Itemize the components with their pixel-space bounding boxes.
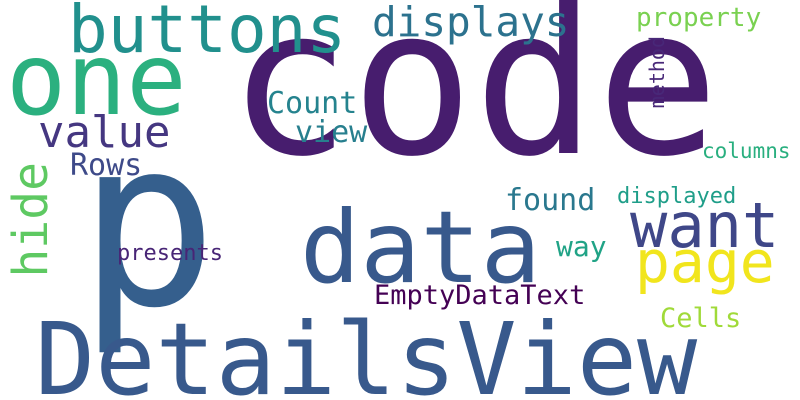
word-data: data xyxy=(300,189,541,306)
word-rows: Rows xyxy=(70,148,143,183)
word-emptydatatext: EmptyDataText xyxy=(374,280,586,311)
word-property: property xyxy=(636,3,762,33)
word-p: p xyxy=(78,89,218,359)
word-count: Count xyxy=(267,86,358,121)
word-hide: hide xyxy=(3,162,59,278)
word-buttons: buttons xyxy=(68,0,347,68)
word-view: view xyxy=(295,115,368,150)
word-found: found xyxy=(505,183,596,218)
word-way: way xyxy=(556,230,607,263)
word-columns: columns xyxy=(702,139,791,163)
word-method: method xyxy=(645,36,669,109)
word-cells: Cells xyxy=(660,303,742,334)
word-displays: displays xyxy=(372,0,570,46)
word-want: want xyxy=(630,189,780,262)
word-one: one xyxy=(6,21,187,138)
word-value: value xyxy=(38,107,171,158)
word-presents: presents xyxy=(117,241,223,266)
word-displayed: displayed xyxy=(617,184,737,209)
word-page: page xyxy=(635,228,775,296)
word-code: code xyxy=(228,0,720,202)
word-detailsview: DetailsView xyxy=(35,301,698,400)
